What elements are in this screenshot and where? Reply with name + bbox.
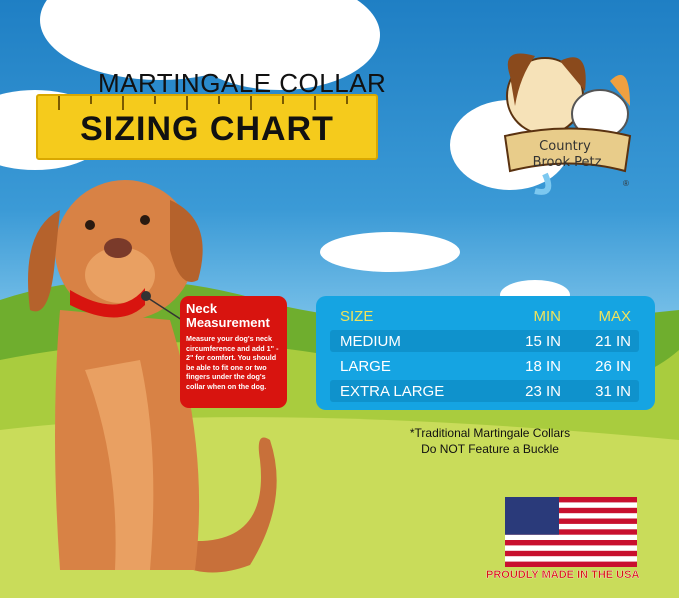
note-line-2: Do NOT Feature a Buckle bbox=[421, 442, 559, 456]
size-cell: LARGE bbox=[340, 357, 391, 375]
svg-text:Country: Country bbox=[539, 139, 591, 154]
max-cell: 26 IN bbox=[595, 357, 631, 375]
neck-measurement-callout: Neck Measurement Measure your dog's neck… bbox=[180, 296, 287, 408]
title-line-1: MARTINGALE COLLAR bbox=[98, 68, 387, 98]
header-size: SIZE bbox=[340, 307, 374, 325]
ruler-banner: SIZING CHART bbox=[36, 94, 378, 160]
table-row: EXTRA LARGE 23 IN 31 IN bbox=[330, 380, 639, 402]
usa-flag-icon bbox=[505, 497, 637, 567]
header-min: MIN bbox=[533, 307, 562, 325]
size-cell: MEDIUM bbox=[340, 332, 401, 350]
svg-text:Brook Petz: Brook Petz bbox=[533, 155, 602, 170]
table-header-row: SIZE MIN MAX bbox=[330, 305, 639, 327]
cloud bbox=[320, 232, 460, 272]
buckle-note: *Traditional Martingale Collars Do NOT F… bbox=[340, 425, 640, 457]
svg-text:®: ® bbox=[623, 179, 629, 188]
made-in-usa-label: PROUDLY MADE IN THE USA bbox=[486, 569, 640, 581]
max-cell: 31 IN bbox=[595, 382, 631, 400]
note-line-1: *Traditional Martingale Collars bbox=[409, 426, 571, 440]
header-max: MAX bbox=[598, 307, 631, 325]
min-cell: 18 IN bbox=[525, 357, 561, 375]
callout-title: Neck Measurement bbox=[186, 301, 270, 330]
callout-body: Measure your dog's neck circumference an… bbox=[186, 334, 279, 391]
max-cell: 21 IN bbox=[595, 332, 631, 350]
size-cell: EXTRA LARGE bbox=[340, 382, 445, 400]
title-line-2: SIZING CHART bbox=[80, 110, 334, 148]
table-row: MEDIUM 15 IN 21 IN bbox=[330, 330, 639, 352]
brand-logo: Country Brook Petz ® bbox=[490, 46, 640, 201]
min-cell: 23 IN bbox=[525, 382, 561, 400]
size-table: SIZE MIN MAX MEDIUM 15 IN 21 IN LARGE 18… bbox=[316, 296, 655, 410]
min-cell: 15 IN bbox=[525, 332, 561, 350]
cloud bbox=[180, 0, 380, 90]
dog-illustration bbox=[28, 180, 277, 573]
table-row: LARGE 18 IN 26 IN bbox=[330, 355, 639, 377]
